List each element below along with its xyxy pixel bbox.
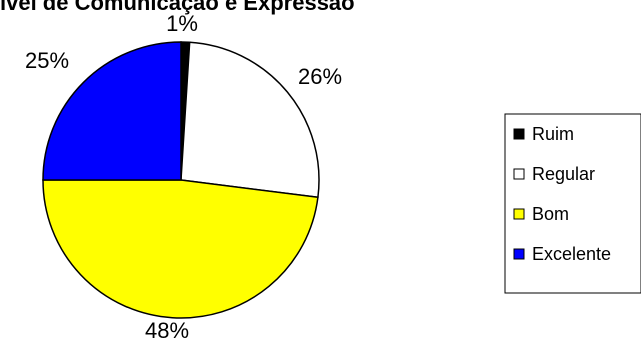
chart-title: ível de Comunicação e Expressão — [0, 0, 355, 15]
pie-value-labels: 1% 26% 48% 25% — [25, 11, 342, 343]
legend-item-ruim: Ruim — [513, 124, 574, 144]
pie-slice-regular — [180, 41, 320, 199]
value-label-ruim: 1% — [166, 11, 198, 36]
value-label-excelente: 25% — [25, 48, 69, 73]
legend-label-excelente: Excelente — [532, 244, 611, 264]
legend-swatch-excelente — [513, 248, 525, 260]
legend-label-regular: Regular — [532, 164, 595, 184]
value-label-regular: 26% — [298, 64, 342, 89]
legend-label-bom: Bom — [532, 204, 569, 224]
legend-swatch-ruim — [513, 128, 525, 140]
legend-items: Ruim Regular Bom Excelente — [513, 124, 611, 264]
pie-slice-bom — [42, 179, 319, 319]
legend-frame — [504, 113, 641, 294]
legend-item-bom: Bom — [513, 204, 569, 224]
value-label-bom: 48% — [145, 318, 189, 343]
legend-label-ruim: Ruim — [532, 124, 574, 144]
legend-swatch-bom — [513, 208, 525, 220]
legend: Ruim Regular Bom Excelente — [504, 113, 641, 294]
legend-swatch-regular — [513, 168, 525, 180]
legend-item-regular: Regular — [513, 164, 595, 184]
pie-slices — [42, 41, 320, 319]
pie-slice-excelente — [42, 41, 182, 181]
legend-item-excelente: Excelente — [513, 244, 611, 264]
